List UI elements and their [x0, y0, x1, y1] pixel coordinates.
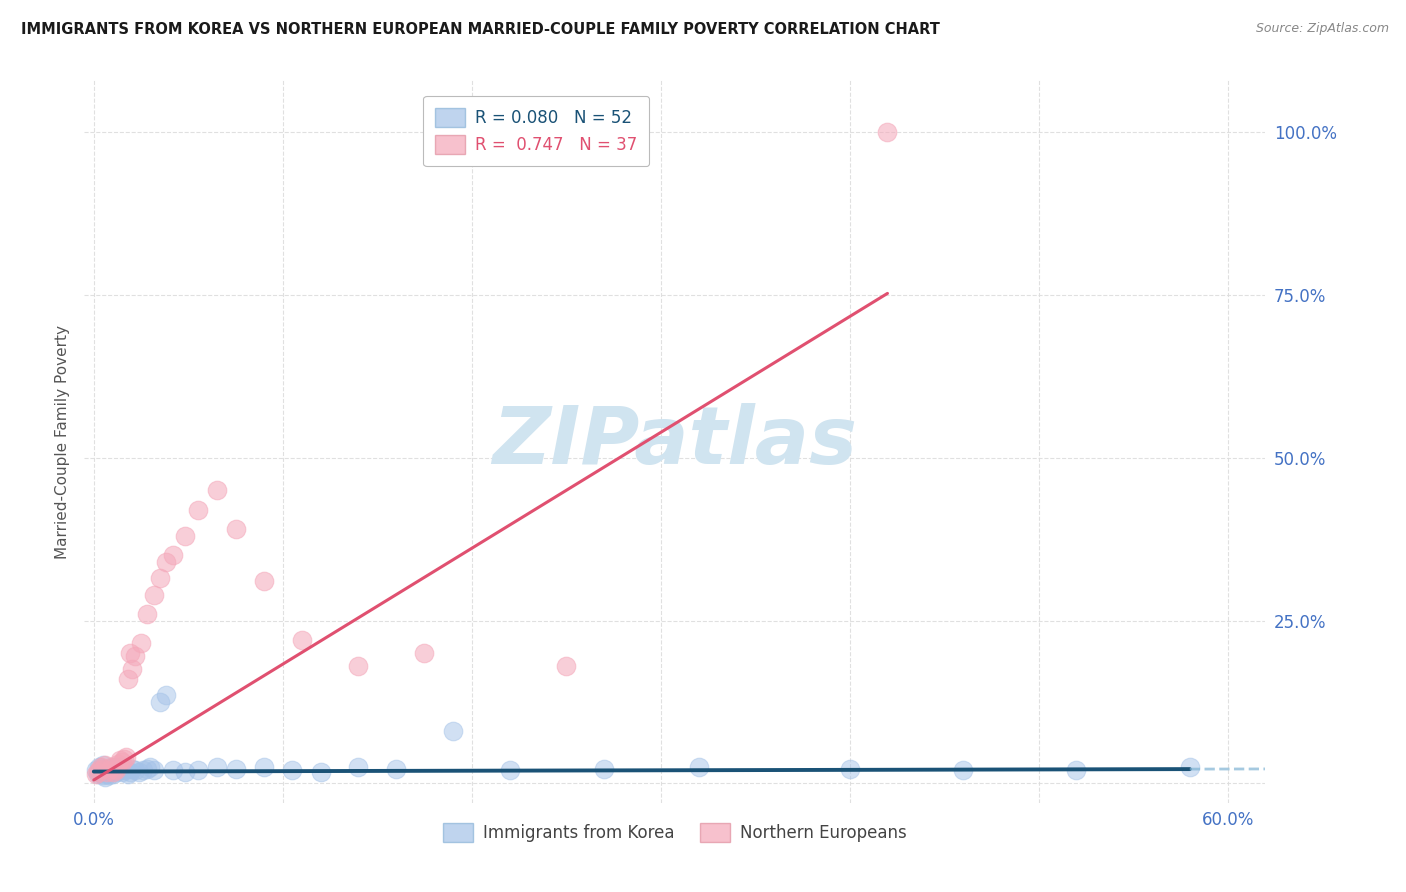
Point: [118, 646, 141, 660]
Point: [86, 766, 108, 780]
Point: [112, 751, 135, 765]
Y-axis label: Married-Couple Family Poverty: Married-Couple Family Poverty: [55, 325, 70, 558]
Point: [149, 695, 172, 709]
Point: [97, 764, 120, 778]
Point: [385, 762, 408, 776]
Point: [135, 607, 157, 621]
Legend: Immigrants from Korea, Northern Europeans: Immigrants from Korea, Northern European…: [437, 816, 912, 848]
Point: [1178, 760, 1201, 774]
Point: [96, 766, 118, 780]
Point: [107, 764, 129, 778]
Point: [94, 764, 117, 779]
Point: [124, 649, 146, 664]
Point: [143, 764, 166, 778]
Point: [128, 764, 150, 779]
Point: [205, 760, 228, 774]
Point: [132, 764, 155, 778]
Point: [89, 760, 111, 774]
Point: [94, 770, 117, 784]
Point: [101, 766, 124, 780]
Point: [110, 754, 132, 768]
Point: [498, 764, 520, 778]
Point: [124, 764, 146, 778]
Point: [90, 762, 112, 776]
Point: [111, 756, 134, 770]
Point: [86, 764, 108, 779]
Point: [90, 760, 112, 774]
Point: [96, 764, 118, 779]
Point: [281, 764, 304, 778]
Point: [149, 571, 172, 585]
Point: [104, 762, 127, 776]
Point: [115, 762, 138, 776]
Point: [413, 646, 436, 660]
Point: [225, 762, 247, 776]
Point: [876, 125, 898, 139]
Point: [97, 768, 120, 782]
Point: [91, 758, 114, 772]
Point: [100, 764, 122, 778]
Point: [143, 587, 166, 601]
Point: [89, 764, 111, 778]
Point: [173, 529, 195, 543]
Point: [121, 762, 143, 776]
Point: [593, 762, 616, 776]
Point: [89, 764, 111, 779]
Point: [115, 750, 138, 764]
Point: [105, 764, 128, 779]
Point: [173, 764, 195, 779]
Point: [139, 760, 162, 774]
Point: [347, 659, 370, 673]
Point: [952, 764, 974, 778]
Text: ZIPatlas: ZIPatlas: [492, 402, 858, 481]
Point: [107, 756, 129, 771]
Point: [441, 724, 464, 739]
Point: [104, 762, 127, 776]
Point: [111, 764, 134, 779]
Point: [118, 764, 141, 779]
Point: [1066, 764, 1088, 778]
Point: [205, 483, 228, 498]
Point: [838, 762, 860, 776]
Point: [555, 659, 578, 673]
Point: [101, 760, 124, 774]
Point: [225, 523, 247, 537]
Point: [135, 762, 157, 776]
Point: [110, 760, 132, 774]
Point: [97, 764, 120, 779]
Point: [688, 760, 710, 774]
Point: [96, 764, 118, 778]
Text: IMMIGRANTS FROM KOREA VS NORTHERN EUROPEAN MARRIED-COUPLE FAMILY POVERTY CORRELA: IMMIGRANTS FROM KOREA VS NORTHERN EUROPE…: [21, 22, 941, 37]
Point: [155, 555, 177, 569]
Point: [253, 760, 276, 774]
Point: [253, 574, 276, 589]
Point: [101, 764, 124, 779]
Point: [155, 689, 177, 703]
Point: [129, 636, 152, 650]
Point: [187, 503, 209, 517]
Point: [291, 633, 314, 648]
Point: [162, 549, 184, 563]
Point: [105, 764, 128, 778]
Point: [91, 768, 114, 782]
Point: [162, 764, 184, 778]
Point: [84, 764, 107, 778]
Point: [84, 766, 107, 780]
Point: [91, 762, 114, 776]
Point: [121, 662, 143, 676]
Point: [112, 764, 135, 778]
Point: [117, 672, 139, 686]
Point: [94, 758, 117, 772]
Text: Source: ZipAtlas.com: Source: ZipAtlas.com: [1256, 22, 1389, 36]
Point: [100, 760, 122, 774]
Point: [309, 764, 332, 779]
Point: [117, 766, 139, 780]
Point: [347, 760, 370, 774]
Point: [187, 764, 209, 778]
